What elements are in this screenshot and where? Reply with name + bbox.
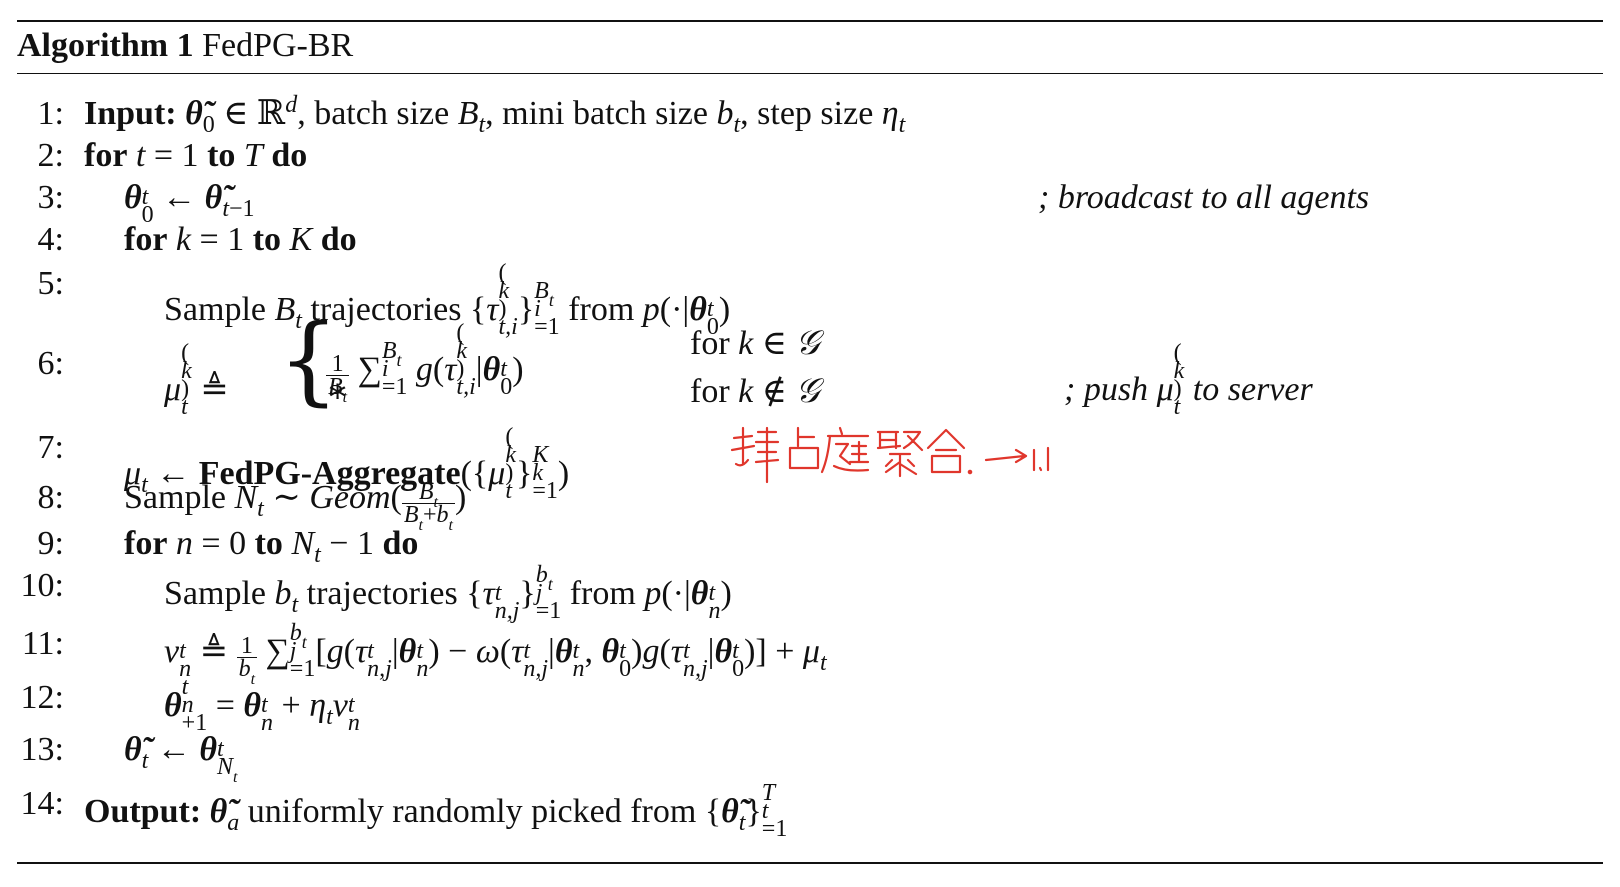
line-content: Sample Nt ∼ Geom(Bt Bt+bt) xyxy=(124,479,467,534)
line-content: Output: θ̃a uniformly randomly picked fr… xyxy=(84,780,788,842)
algorithm-title: Algorithm 1 FedPG-BR xyxy=(17,26,353,66)
line-content: Sample bt trajectories {τ t n,j} bt j =1 from… xyxy=(164,562,732,624)
line-content: θ̃t ← θ t Nt xyxy=(124,731,238,786)
line-content: for k = 1 to K do xyxy=(124,221,357,258)
condition-not-in-g: for k ∉ 𝒢 xyxy=(690,373,820,410)
line-number: 10: xyxy=(20,567,64,604)
keyword-output: Output: xyxy=(84,793,202,830)
line-number: 11: xyxy=(21,625,64,662)
line-number: 4: xyxy=(37,221,64,258)
line-content: Input: θ̃0 ∈ ℝd, batch size Bt, mini bat… xyxy=(84,92,906,138)
line-number: 9: xyxy=(37,525,64,562)
line-number: 3: xyxy=(37,179,64,216)
header-rule xyxy=(17,73,1603,74)
keyword-input: Input: xyxy=(84,95,177,132)
aggregate-function: FedPG-Aggregate xyxy=(198,455,461,492)
line-number: 8: xyxy=(37,479,64,516)
line-number: 12: xyxy=(20,679,64,716)
line-content: for t = 1 to T do xyxy=(84,137,308,174)
algorithm-name: FedPG-BR xyxy=(202,27,354,64)
handwritten-annotation xyxy=(730,426,1050,484)
line-content: μ(k) t ≜ xyxy=(164,340,229,420)
case-honest: 1 Bt ∑ Bt i =1 g(τ(k) t,i |θ t 0) xyxy=(326,320,524,406)
case-byzantine: ∗ xyxy=(326,373,350,410)
line-number: 6: xyxy=(37,345,64,382)
case-definition: { 1 Bt ∑ Bt i =1 g(τ(k) t,i |θ t 0) ∗ for k ∈ 𝒢 … xyxy=(0,312,1620,416)
line-content: Sample Bt trajectories {τ(k) t,i} Bt i =1 fr… xyxy=(164,260,731,340)
comment-push: ; push μ(k) t to server xyxy=(1064,340,1313,420)
line-content: for n = 0 to Nt − 1 do xyxy=(124,525,419,568)
line-number: 2: xyxy=(37,137,64,174)
left-brace: { xyxy=(278,304,340,416)
comment-broadcast: ; broadcast to all agents xyxy=(1038,179,1370,216)
line-number: 1: xyxy=(37,95,64,132)
line-number: 7: xyxy=(37,429,64,466)
line-number: 14: xyxy=(20,785,64,822)
line-number: 13: xyxy=(20,731,64,768)
algorithm-label: Algorithm 1 xyxy=(17,27,194,64)
top-rule xyxy=(17,20,1603,22)
condition-in-g: for k ∈ 𝒢 xyxy=(690,325,820,362)
line-number: 5: xyxy=(37,265,64,302)
bottom-rule xyxy=(17,862,1603,864)
